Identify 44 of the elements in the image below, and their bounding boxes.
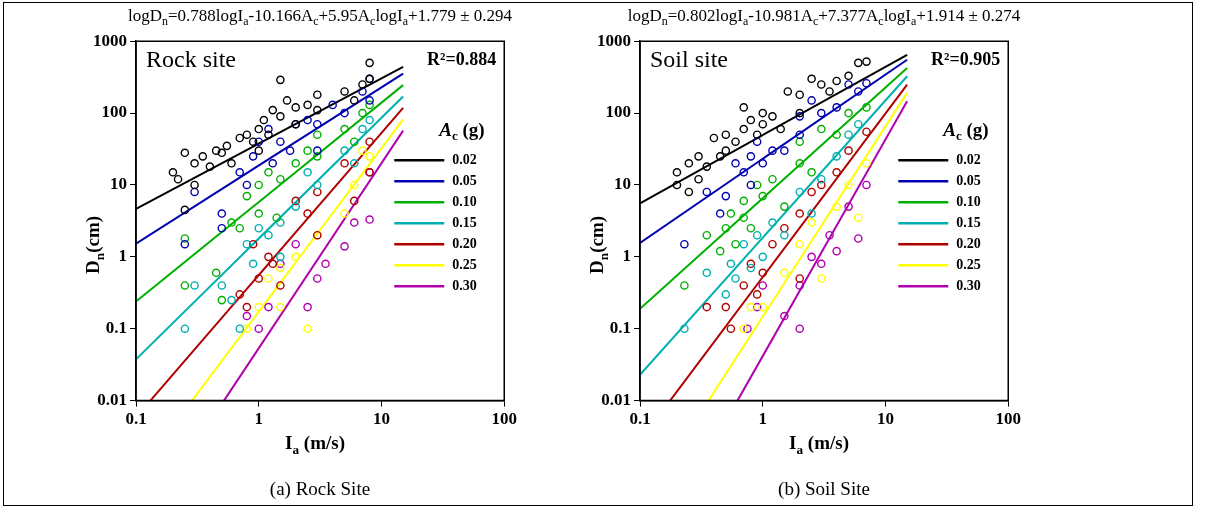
legend-label: 0.02	[452, 151, 477, 167]
x-tick-label: 100	[995, 409, 1021, 429]
y-tick-label: 1000	[93, 30, 127, 50]
annotation: R²=0.884	[427, 48, 497, 69]
legend-label: 0.15	[956, 214, 981, 230]
x-tick-label: 10	[877, 409, 894, 429]
legend-label: 0.05	[956, 172, 981, 188]
y-tick-label: 100	[605, 102, 631, 122]
y-tick-label: 0.1	[609, 318, 631, 338]
legend-label: 0.30	[956, 277, 981, 293]
annotation: R²=0.905	[931, 48, 1001, 69]
x-tick-label: 1	[758, 409, 767, 429]
x-axis-title: I$_{a}$ (m/s)	[788, 432, 850, 458]
y-tick-label: 1	[118, 246, 127, 266]
x-tick-label: 10	[373, 409, 390, 429]
x-tick-label: 0.1	[125, 409, 147, 429]
legend-label: 0.20	[452, 235, 477, 251]
annotation: Soil site	[650, 46, 729, 73]
y-tick-label: 100	[101, 102, 127, 122]
legend-label: 0.20	[956, 235, 981, 251]
text: (a) Rock Site	[268, 478, 372, 500]
y-tick-label: 0.1	[105, 318, 127, 338]
chart-title: logD$_{n}$=0.802logI$_{a}$-10.981A$_{c}$+7.377A$_{c}$logI$_{a}$+1.914 ± 0.274	[627, 6, 1021, 29]
legend-label: 0.15	[452, 214, 477, 230]
x-axis-title: I$_{a}$ (m/s)	[284, 432, 346, 458]
x-tick-label: 100	[491, 409, 517, 429]
y-tick-label: 1000	[597, 30, 631, 50]
text: (b) Soil Site	[777, 478, 871, 500]
legend-label: 0.10	[452, 193, 477, 209]
legend-label: 0.02	[956, 151, 981, 167]
y-tick-label: 10	[614, 174, 631, 194]
legend-label: 0.30	[452, 277, 477, 293]
chart-title: logD$_{n}$=0.788logI$_{a}$-10.166A$_{c}$+5.95A$_{c}$logI$_{a}$+1.779 ± 0.294	[128, 6, 512, 29]
y-tick-label: 10	[110, 174, 127, 194]
legend-label: 0.25	[452, 256, 477, 272]
x-tick-label: 1	[254, 409, 263, 429]
y-tick-label: 0.01	[601, 389, 631, 409]
y-tick-label: 1	[622, 246, 631, 266]
legend-label: 0.25	[956, 256, 981, 272]
x-tick-label: 0.1	[629, 409, 651, 429]
legend-label: 0.05	[452, 172, 477, 188]
legend-label: 0.10	[956, 193, 981, 209]
annotation: Rock site	[146, 46, 236, 73]
y-tick-label: 0.01	[97, 389, 127, 409]
